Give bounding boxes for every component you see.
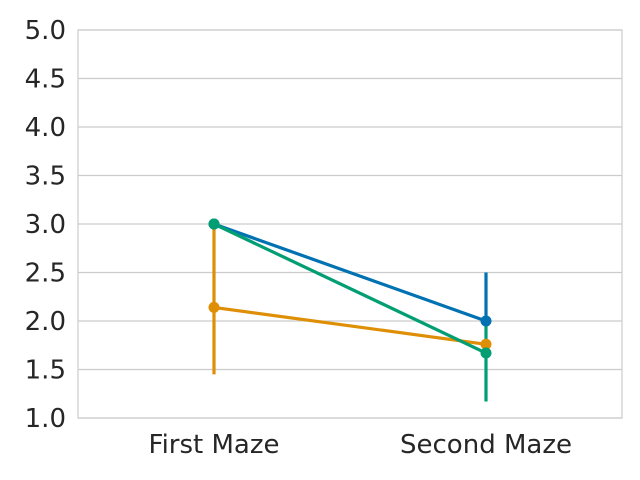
- series-line: [213, 305, 487, 346]
- data-point: [480, 338, 492, 350]
- y-tick-label: 5.0: [25, 16, 66, 46]
- y-tick-label: 1.0: [25, 404, 66, 434]
- series-points: [208, 218, 492, 359]
- plot-frame: [77, 29, 623, 419]
- y-tick-label: 3.5: [25, 162, 66, 192]
- data-point: [208, 218, 220, 230]
- data-point: [480, 315, 492, 327]
- series-line: [213, 222, 487, 323]
- x-tick-label: Second Maze: [400, 430, 572, 460]
- y-tick-label: 2.5: [25, 259, 66, 289]
- data-point: [480, 347, 492, 359]
- y-tick-label: 4.0: [25, 113, 66, 143]
- y-tick-label: 3.0: [25, 210, 66, 240]
- y-tick-label: 4.5: [25, 65, 66, 95]
- x-tick-label: First Maze: [149, 430, 280, 460]
- y-tick-label: 2.0: [25, 307, 66, 337]
- axes: [77, 29, 623, 419]
- error-bars: [212, 224, 488, 402]
- y-tick-label: 1.5: [25, 356, 66, 386]
- tick-labels: 1.0 1.5 2.0 2.5 3.0 3.5 4.0 4.5 5.0 First Maze Sec…: [25, 16, 572, 460]
- data-point: [208, 301, 220, 313]
- series-line: [213, 222, 487, 355]
- series-lines: [213, 222, 487, 355]
